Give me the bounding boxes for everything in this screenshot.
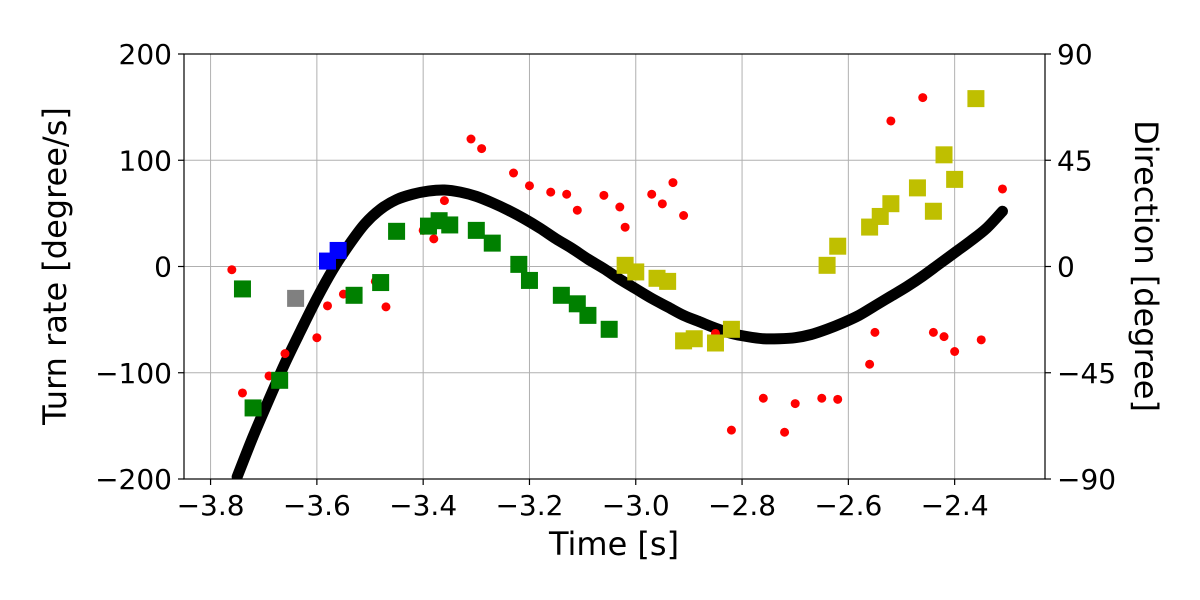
turn-rate-point xyxy=(976,335,986,345)
turn-rate-point xyxy=(562,189,572,199)
turn-rate-point xyxy=(886,116,896,126)
grid xyxy=(184,53,1045,480)
turn-rate-point xyxy=(280,349,290,359)
direction-square-green xyxy=(271,371,289,389)
direction-square-yellow xyxy=(627,263,645,281)
x-tick-label: −3.6 xyxy=(283,489,351,522)
x-tick-label: −3.4 xyxy=(389,489,457,522)
direction-square-green xyxy=(467,221,485,239)
turn-rate-point xyxy=(466,134,476,144)
x-tick-label: −2.6 xyxy=(814,489,882,522)
turn-rate-point xyxy=(429,234,439,244)
y-left-tick-label: −100 xyxy=(95,357,172,390)
turn-rate-point xyxy=(679,211,689,220)
direction-square-green xyxy=(552,286,570,304)
turn-rate-point xyxy=(817,393,827,403)
turn-rate-point xyxy=(668,178,678,188)
turn-rate-point xyxy=(439,196,449,206)
axis-tick-labels: −3.8 −3.6 −3.4 −3.2 −3.0 −2.8 −2.6 −2.4 −200 −100… xyxy=(95,38,1116,522)
direction-square-yellow xyxy=(818,256,836,274)
turn-rate-point xyxy=(323,301,332,311)
direction-square-yellow xyxy=(946,170,964,188)
direction-square-green xyxy=(441,216,459,234)
direction-square-green xyxy=(244,399,262,417)
direction-square-green xyxy=(345,286,363,304)
direction-square-green xyxy=(483,234,501,252)
turn-rate-point xyxy=(546,187,556,197)
turn-rate-point xyxy=(865,359,875,369)
direction-square-green xyxy=(510,255,528,273)
turn-rate-point xyxy=(657,199,667,209)
direction-square-yellow xyxy=(882,195,900,213)
x-tick-label: −3.2 xyxy=(495,489,563,522)
turn-rate-point xyxy=(939,332,949,342)
turn-rate-point xyxy=(918,93,928,103)
y-right-tick-label: 90 xyxy=(1057,38,1093,71)
turn-rate-point xyxy=(780,427,790,437)
y-right-tick-label: 45 xyxy=(1057,144,1093,177)
x-tick-label: −3.0 xyxy=(602,489,670,522)
turn-rate-point xyxy=(477,144,487,154)
turn-rate-point xyxy=(509,168,519,178)
x-tick-label: −2.8 xyxy=(708,489,776,522)
turn-rate-point xyxy=(237,388,247,398)
direction-square-yellow xyxy=(706,334,724,352)
turn-rate-point xyxy=(381,302,391,312)
direction-square-yellow xyxy=(935,146,953,164)
direction-square-green xyxy=(388,222,406,240)
direction-square-yellow xyxy=(924,202,942,220)
x-axis-title: Time [s] xyxy=(548,525,679,563)
y-right-tick-label: 0 xyxy=(1057,251,1075,284)
direction-square-green xyxy=(372,274,390,292)
axis-ticks xyxy=(178,53,1051,485)
direction-square-yellow xyxy=(908,179,926,197)
turn-rate-point xyxy=(615,202,625,212)
direction-square-yellow xyxy=(659,272,677,290)
turn-rate-point xyxy=(524,181,534,191)
x-tick-label: −3.8 xyxy=(177,489,245,522)
x-tick-label: −2.4 xyxy=(921,489,989,522)
y-left-tick-label: −200 xyxy=(95,463,172,496)
turn-rate-point xyxy=(758,393,768,403)
direction-square-gray xyxy=(287,289,305,307)
y-right-tick-label: −45 xyxy=(1057,357,1116,390)
y-left-tick-label: 0 xyxy=(154,251,172,284)
turn-rate-curve xyxy=(231,184,1008,479)
y-right-axis-title: Direction [degree] xyxy=(1127,120,1165,412)
direction-square-yellow xyxy=(685,330,703,348)
y-left-tick-label: 100 xyxy=(119,144,172,177)
direction-square-green xyxy=(600,320,618,338)
turn-rate-point xyxy=(599,190,609,200)
turn-rate-point xyxy=(647,189,657,199)
turn-rate-point xyxy=(312,333,322,343)
plot-area xyxy=(227,90,1008,479)
turn-rate-point xyxy=(950,347,960,356)
direction-square-green xyxy=(520,271,538,289)
turn-rate-point xyxy=(790,399,800,409)
y-left-tick-label: 200 xyxy=(119,38,172,71)
direction-square-blue xyxy=(329,241,347,259)
y-left-axis-title: Turn rate [degree/s] xyxy=(36,107,74,426)
turn-rate-point xyxy=(620,222,630,232)
turn-rate-point xyxy=(928,327,938,337)
turn-rate-point xyxy=(870,327,880,337)
turn-rate-point xyxy=(997,184,1007,194)
direction-square-yellow xyxy=(967,90,985,108)
turn-rate-point xyxy=(572,205,582,215)
direction-square-yellow xyxy=(829,237,847,255)
direction-square-green xyxy=(579,306,597,324)
direction-square-green xyxy=(233,280,251,298)
direction-square-yellow xyxy=(722,320,740,338)
turn-rate-point xyxy=(726,425,736,435)
turn-rate-point xyxy=(833,394,843,404)
turn-rate-point xyxy=(227,265,237,275)
y-right-tick-label: −90 xyxy=(1057,463,1116,496)
